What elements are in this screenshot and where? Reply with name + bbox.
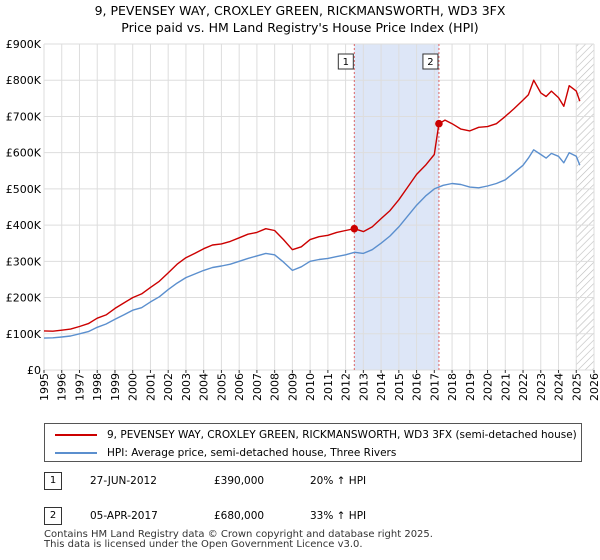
y-tick-label: £600K xyxy=(6,147,42,160)
footer: Contains HM Land Registry data © Crown c… xyxy=(44,530,433,550)
x-tick-label: 1997 xyxy=(73,373,86,401)
x-tick-label: 2022 xyxy=(517,373,530,401)
x-tick-label: 2024 xyxy=(553,373,566,401)
y-tick-label: £500K xyxy=(6,183,42,196)
sale-point xyxy=(350,224,359,233)
x-tick-label: 2017 xyxy=(428,373,441,401)
footer-line-2: This data is licensed under the Open Gov… xyxy=(44,539,363,550)
sale-price: £680,000 xyxy=(214,510,265,522)
sale-label-box xyxy=(337,53,354,70)
x-tick-label: 2011 xyxy=(322,373,335,401)
x-tick-label: 2005 xyxy=(215,373,228,401)
x-tick-label: 2003 xyxy=(180,373,193,401)
y-tick-label: £300K xyxy=(6,255,42,268)
sale-date: 05-APR-2017 xyxy=(90,510,158,522)
sale-label-text: 2 xyxy=(427,57,433,68)
x-tick-label: 1998 xyxy=(91,373,104,401)
title-line-1: 9, PEVENSEY WAY, CROXLEY GREEN, RICKMANS… xyxy=(94,3,506,18)
x-tick-label: 2002 xyxy=(162,373,175,401)
hpi-line xyxy=(43,149,581,339)
footer-line-1: Contains HM Land Registry data © Crown c… xyxy=(44,529,433,540)
x-tick-label: 2009 xyxy=(286,373,299,401)
sale-row: 1 27-JUN-2012 £390,000 20% ↑ HPI xyxy=(44,472,584,492)
legend-item-hpi: HPI: Average price, semi-detached house,… xyxy=(45,444,396,462)
x-tick-label: 2014 xyxy=(375,373,388,401)
legend-label-hpi: HPI: Average price, semi-detached house,… xyxy=(107,447,397,459)
sale-hpi-change: 33% ↑ HPI xyxy=(310,510,367,522)
plot-area xyxy=(44,44,594,370)
y-tick-label: £700K xyxy=(6,110,42,123)
property-line xyxy=(43,79,581,332)
legend-label-property: 9, PEVENSEY WAY, CROXLEY GREEN, RICKMANS… xyxy=(107,429,577,441)
x-tick-label: 2021 xyxy=(499,373,512,401)
x-tick-label: 2026 xyxy=(588,373,600,401)
x-tick-label: 2013 xyxy=(357,373,370,401)
sale-number-badge: 2 xyxy=(44,507,62,525)
y-tick-label: £0 xyxy=(27,364,41,377)
price-chart: 1 2 £0 £100K £200K £300K £400K £500K £600K £700K… xyxy=(6,38,600,401)
y-tick-label: £200K xyxy=(6,292,42,305)
sale-number-badge: 1 xyxy=(44,472,62,490)
sale-hpi-change: 20% ↑ HPI xyxy=(310,475,367,487)
x-tick-label: 2020 xyxy=(482,373,495,401)
y-tick-label: £800K xyxy=(6,74,42,87)
legend: 9, PEVENSEY WAY, CROXLEY GREEN, RICKMANS… xyxy=(44,423,582,462)
hatched-region xyxy=(576,44,594,370)
sale-row: 2 05-APR-2017 £680,000 33% ↑ HPI xyxy=(44,507,584,527)
x-tick-label: 1999 xyxy=(109,373,122,401)
chart-title: 9, PEVENSEY WAY, CROXLEY GREEN, RICKMANS… xyxy=(0,2,600,36)
shaded-period xyxy=(354,44,439,370)
sale-price: £390,000 xyxy=(214,475,265,487)
x-tick-label: 1996 xyxy=(56,373,69,401)
sale-label-box xyxy=(422,53,439,70)
x-tick-label: 2019 xyxy=(464,373,477,401)
x-tick-label: 2000 xyxy=(127,373,140,401)
title-line-2: Price paid vs. HM Land Registry's House … xyxy=(121,20,479,35)
x-tick-label: 2015 xyxy=(393,373,406,401)
y-tick-label: £900K xyxy=(6,38,42,51)
y-tick-label: £400K xyxy=(6,219,42,232)
x-tick-label: 2007 xyxy=(251,373,264,401)
x-tick-label: 2023 xyxy=(535,373,548,401)
x-tick-label: 2016 xyxy=(411,373,424,401)
x-tick-label: 2004 xyxy=(198,373,211,401)
x-tick-label: 2006 xyxy=(233,373,246,401)
x-tick-label: 2008 xyxy=(269,373,282,401)
y-tick-label: £100K xyxy=(6,328,42,341)
x-tick-label: 2025 xyxy=(570,373,583,401)
legend-item-property: 9, PEVENSEY WAY, CROXLEY GREEN, RICKMANS… xyxy=(45,426,577,444)
legend-swatch-hpi xyxy=(55,452,97,454)
sale-point xyxy=(435,119,443,128)
x-tick-label: 2010 xyxy=(304,373,317,401)
x-tick-label: 2012 xyxy=(340,373,353,401)
x-tick-label: 2001 xyxy=(144,373,157,401)
x-tick-label: 2018 xyxy=(446,373,459,401)
sale-label-text: 1 xyxy=(343,57,349,68)
sale-date: 27-JUN-2012 xyxy=(90,475,157,487)
x-tick-label: 1995 xyxy=(38,373,51,401)
legend-swatch-property xyxy=(55,434,97,436)
